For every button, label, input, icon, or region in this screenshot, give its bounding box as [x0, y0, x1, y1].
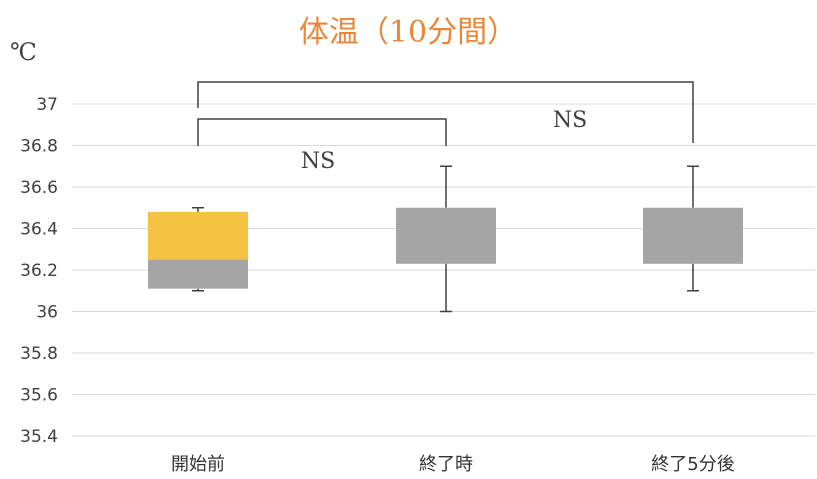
chart-title: 体温（10分間） [299, 15, 517, 50]
y-tick-label: 36 [36, 303, 58, 323]
significance-bracket: NS [197, 118, 447, 174]
category-label: 終了5分後 [651, 454, 734, 475]
y-tick-label: 37 [36, 95, 58, 115]
y-tick-label: 36.8 [20, 137, 58, 157]
category-labels: 開始前 終了時 終了5分後 [171, 454, 735, 475]
ns-label: NS [553, 108, 587, 133]
ns-label: NS [301, 149, 335, 174]
significance-bracket: NS [197, 81, 694, 143]
category-label: 終了時 [419, 454, 473, 475]
significance-brackets: NS NS [197, 81, 694, 174]
y-tick-label: 35.6 [20, 386, 58, 406]
category-label: 開始前 [171, 454, 225, 475]
y-tick-label: 35.8 [20, 344, 58, 364]
y-tick-label: 36.6 [20, 178, 58, 198]
box-3 [643, 165, 743, 292]
upper-box [643, 207, 743, 264]
bracket-line [197, 81, 694, 143]
y-tick-labels: 35.4 35.6 35.8 36 36.2 36.4 36.6 36.8 37 [20, 95, 58, 447]
box-1 [148, 207, 248, 292]
y-tick-label: 36.4 [20, 220, 58, 240]
box-2 [396, 165, 496, 313]
upper-box [396, 207, 496, 264]
y-tick-label: 36.2 [20, 261, 58, 281]
y-tick-label: 35.4 [20, 427, 58, 447]
y-axis-unit: ℃ [10, 38, 37, 66]
lower-box [148, 259, 248, 289]
bracket-line [197, 118, 447, 146]
boxes [148, 165, 743, 313]
upper-box [148, 211, 248, 260]
